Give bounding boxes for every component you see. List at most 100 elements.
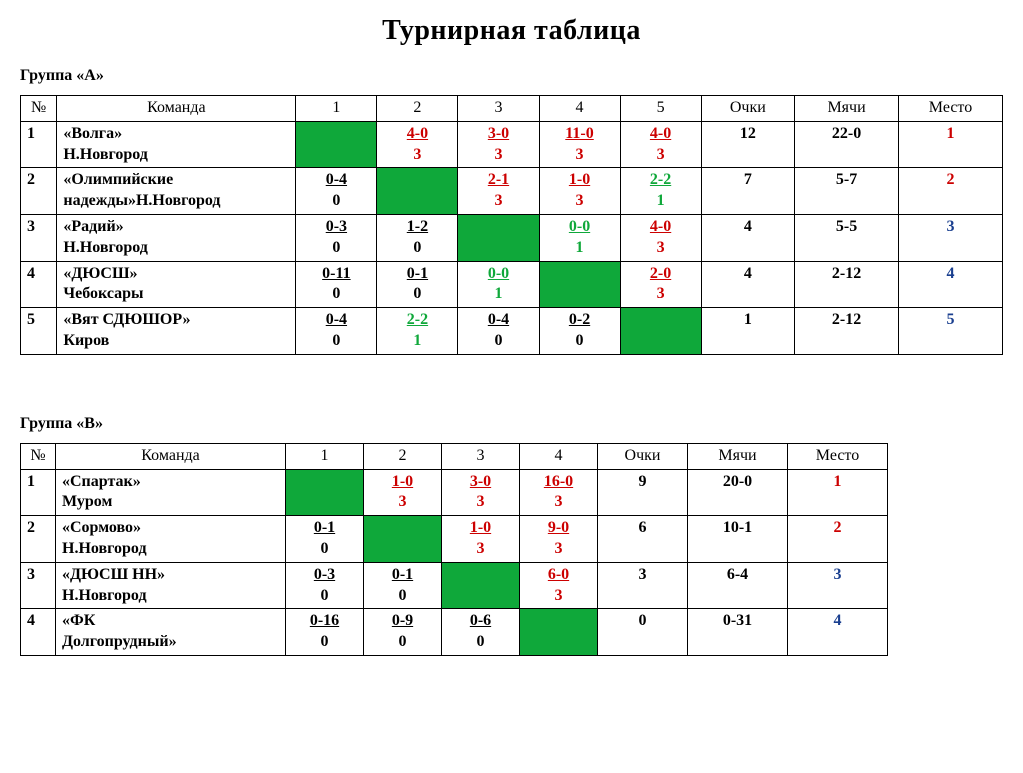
- col-team: Команда: [57, 96, 296, 122]
- result-cell: 6-03: [520, 562, 598, 609]
- result-cell: 0-20: [539, 308, 620, 355]
- row-number: 5: [21, 308, 57, 355]
- team-name: «Радий»Н.Новгород: [57, 214, 296, 261]
- team-name: «ДЮСШ НН»Н.Новгород: [56, 562, 286, 609]
- result-cell: 0-40: [296, 168, 377, 215]
- team-name: «Волга»Н.Новгород: [57, 121, 296, 168]
- place-cell: 2: [788, 516, 888, 563]
- goals-cell: 10-1: [688, 516, 788, 563]
- team-name: «Олимпийскиенадежды»Н.Новгород: [57, 168, 296, 215]
- result-cell: 0-110: [296, 261, 377, 308]
- result-cell: 1-03: [364, 469, 442, 516]
- result-cell: 11-03: [539, 121, 620, 168]
- points-cell: 0: [598, 609, 688, 656]
- team-name: «ФКДолгопрудный»: [56, 609, 286, 656]
- points-cell: 3: [598, 562, 688, 609]
- points-cell: 1: [701, 308, 795, 355]
- points-cell: 9: [598, 469, 688, 516]
- diagonal-cell: [364, 516, 442, 563]
- row-number: 3: [21, 214, 57, 261]
- row-number: 4: [21, 261, 57, 308]
- table-row: 2«Олимпийскиенадежды»Н.Новгород0-402-131…: [21, 168, 1003, 215]
- points-cell: 6: [598, 516, 688, 563]
- diagonal-cell: [286, 469, 364, 516]
- diagonal-cell: [458, 214, 539, 261]
- place-cell: 3: [899, 214, 1003, 261]
- diagonal-cell: [520, 609, 598, 656]
- goals-cell: 20-0: [688, 469, 788, 516]
- col-3: 3: [458, 96, 539, 122]
- goals-cell: 5-7: [795, 168, 899, 215]
- result-cell: 0-60: [442, 609, 520, 656]
- col-4: 4: [539, 96, 620, 122]
- place-cell: 3: [788, 562, 888, 609]
- result-cell: 2-03: [620, 261, 701, 308]
- result-cell: 0-10: [364, 562, 442, 609]
- col-2: 2: [377, 96, 458, 122]
- table-row: 3«Радий»Н.Новгород0-301-200-014-0345-53: [21, 214, 1003, 261]
- place-cell: 4: [788, 609, 888, 656]
- place-cell: 4: [899, 261, 1003, 308]
- table-row: 2«Сормово»Н.Новгород0-101-039-03610-12: [21, 516, 888, 563]
- points-cell: 4: [701, 214, 795, 261]
- place-cell: 2: [899, 168, 1003, 215]
- result-cell: 0-40: [296, 308, 377, 355]
- row-number: 1: [21, 469, 56, 516]
- row-number: 2: [21, 516, 56, 563]
- result-cell: 4-03: [620, 214, 701, 261]
- group-a-header-row: № Команда 1 2 3 4 5 Очки Мячи Место: [21, 96, 1003, 122]
- table-row: 1«Волга»Н.Новгород4-033-0311-034-031222-…: [21, 121, 1003, 168]
- col-num: №: [21, 443, 56, 469]
- result-cell: 0-01: [458, 261, 539, 308]
- group-b-label: Группа «В»: [20, 415, 1003, 433]
- table-row: 3«ДЮСШ НН»Н.Новгород0-300-106-0336-43: [21, 562, 888, 609]
- result-cell: 2-13: [458, 168, 539, 215]
- result-cell: 0-160: [286, 609, 364, 656]
- result-cell: 2-21: [377, 308, 458, 355]
- table-row: 5«Вят СДЮШОР»Киров0-402-210-400-2012-125: [21, 308, 1003, 355]
- row-number: 2: [21, 168, 57, 215]
- result-cell: 1-20: [377, 214, 458, 261]
- col-pts: Очки: [701, 96, 795, 122]
- result-cell: 0-10: [286, 516, 364, 563]
- row-number: 4: [21, 609, 56, 656]
- col-5: 5: [620, 96, 701, 122]
- result-cell: 16-03: [520, 469, 598, 516]
- group-b-header-row: № Команда 1 2 3 4 Очки Мячи Место: [21, 443, 888, 469]
- diagonal-cell: [377, 168, 458, 215]
- goals-cell: 5-5: [795, 214, 899, 261]
- points-cell: 12: [701, 121, 795, 168]
- result-cell: 3-03: [442, 469, 520, 516]
- goals-cell: 0-31: [688, 609, 788, 656]
- page-title: Турнирная таблица: [20, 15, 1003, 47]
- team-name: «Сормово»Н.Новгород: [56, 516, 286, 563]
- table-row: 1«Спартак»Муром1-033-0316-03920-01: [21, 469, 888, 516]
- result-cell: 0-30: [286, 562, 364, 609]
- goals-cell: 22-0: [795, 121, 899, 168]
- col-1: 1: [286, 443, 364, 469]
- place-cell: 1: [788, 469, 888, 516]
- diagonal-cell: [620, 308, 701, 355]
- group-a-label: Группа «А»: [20, 67, 1003, 85]
- col-place: Место: [899, 96, 1003, 122]
- col-goals: Мячи: [688, 443, 788, 469]
- col-pts: Очки: [598, 443, 688, 469]
- table-row: 4«ДЮСШ»Чебоксары0-1100-100-012-0342-124: [21, 261, 1003, 308]
- points-cell: 4: [701, 261, 795, 308]
- result-cell: 0-90: [364, 609, 442, 656]
- result-cell: 0-01: [539, 214, 620, 261]
- col-num: №: [21, 96, 57, 122]
- col-3: 3: [442, 443, 520, 469]
- place-cell: 1: [899, 121, 1003, 168]
- result-cell: 3-03: [458, 121, 539, 168]
- result-cell: 4-03: [620, 121, 701, 168]
- result-cell: 2-21: [620, 168, 701, 215]
- row-number: 3: [21, 562, 56, 609]
- team-name: «Вят СДЮШОР»Киров: [57, 308, 296, 355]
- group-a-table: № Команда 1 2 3 4 5 Очки Мячи Место 1 «Во…: [20, 95, 1003, 355]
- diagonal-cell: [296, 121, 377, 168]
- result-cell: 9-03: [520, 516, 598, 563]
- result-cell: 0-40: [458, 308, 539, 355]
- col-place: Место: [788, 443, 888, 469]
- table-row: 4«ФКДолгопрудный»0-1600-900-6000-314: [21, 609, 888, 656]
